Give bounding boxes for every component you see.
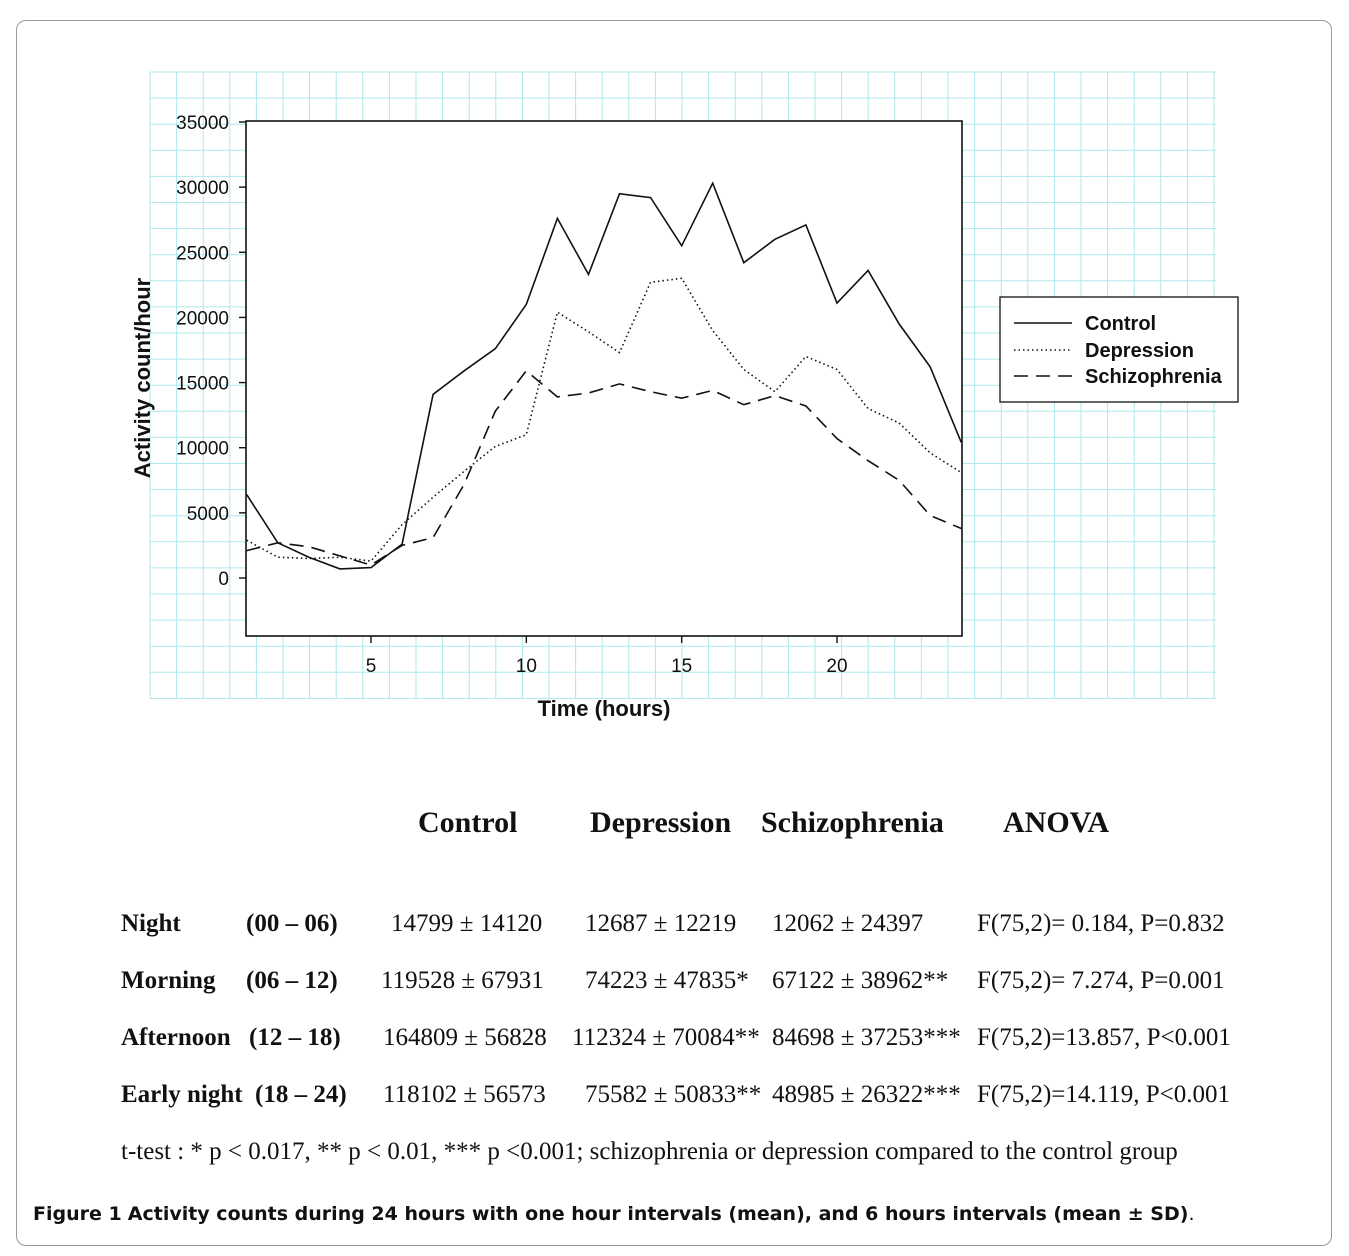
y-tick-label: 10000 <box>176 439 229 460</box>
series-line-control <box>246 181 963 570</box>
series-lines <box>246 181 963 570</box>
y-tick-label: 30000 <box>176 178 229 199</box>
y-tick-label: 15000 <box>176 374 229 395</box>
x-axis-label: Time (hours) <box>538 696 671 721</box>
cell-morning-anova: F(75,2)= 7.274, P=0.001 <box>977 967 1225 994</box>
table-footnote: t-test : * p < 0.017, ** p < 0.01, *** p… <box>121 1138 1178 1165</box>
figure-caption: Figure 1 Activity counts during 24 hours… <box>33 1203 1194 1225</box>
x-tick-label: 20 <box>826 656 847 677</box>
table-header-depression: Depression <box>590 806 732 839</box>
legend: Control Depression Schizophrenia <box>999 296 1239 403</box>
cell-early-night-depression: 75582 ± 50833** <box>585 1081 762 1108</box>
row-range-early-night: (18 – 24) <box>255 1081 347 1108</box>
plot-area <box>245 120 963 637</box>
row-range-night: (00 – 06) <box>246 910 338 937</box>
cell-night-control: 14799 ± 14120 <box>391 910 543 937</box>
cell-afternoon-schizophrenia: 84698 ± 37253*** <box>772 1024 961 1051</box>
y-tick-label: 0 <box>218 569 229 590</box>
legend-label-schizophrenia: Schizophrenia <box>1085 366 1223 388</box>
table-header-anova: ANOVA <box>1003 806 1110 839</box>
series-line-schizophrenia <box>246 369 962 566</box>
row-range-afternoon: (12 – 18) <box>249 1024 341 1051</box>
y-tick-label: 20000 <box>176 308 229 329</box>
cell-early-night-control: 118102 ± 56573 <box>383 1081 546 1108</box>
y-tick-label: 35000 <box>176 113 229 134</box>
table-header-control: Control <box>418 806 518 839</box>
cell-afternoon-anova: F(75,2)=13.857, P<0.001 <box>977 1024 1231 1051</box>
cell-night-schizophrenia: 12062 ± 24397 <box>772 910 924 937</box>
row-label-early-night: Early night <box>121 1081 243 1108</box>
legend-label-depression: Depression <box>1085 340 1194 362</box>
cell-night-anova: F(75,2)= 0.184, P=0.832 <box>977 910 1225 937</box>
caption-label: Figure 1 <box>33 1203 122 1225</box>
cell-early-night-schizophrenia: 48985 ± 26322*** <box>772 1081 961 1108</box>
cell-afternoon-control: 164809 ± 56828 <box>383 1024 547 1051</box>
axis-ticks: 0 5000 10000 15000 20000 25000 30000 35000 5 10 15… <box>176 113 847 677</box>
row-range-morning: (06 – 12) <box>246 967 338 994</box>
x-tick-label: 5 <box>366 656 377 677</box>
legend-label-control: Control <box>1085 313 1156 335</box>
x-tick-label: 10 <box>516 656 537 677</box>
row-label-morning: Morning <box>121 967 216 994</box>
cell-morning-control: 119528 ± 67931 <box>381 967 544 994</box>
cell-early-night-anova: F(75,2)=14.119, P<0.001 <box>977 1081 1230 1108</box>
cell-night-depression: 12687 ± 12219 <box>585 910 737 937</box>
figure-frame <box>16 20 1332 1246</box>
table-header-schizophrenia: Schizophrenia <box>761 806 944 839</box>
cell-morning-schizophrenia: 67122 ± 38962** <box>772 967 949 994</box>
caption-text: Activity counts during 24 hours with one… <box>127 1203 1189 1225</box>
y-tick-label: 5000 <box>187 504 229 525</box>
cell-morning-depression: 74223 ± 47835* <box>585 967 749 994</box>
cell-afternoon-depression: 112324 ± 70084** <box>572 1024 760 1051</box>
caption-end: . <box>1188 1203 1195 1225</box>
activity-line-chart: 0 5000 10000 15000 20000 25000 30000 35000 5 10 15… <box>130 71 1239 721</box>
y-tick-label: 25000 <box>176 243 229 264</box>
y-axis-label: Activity count/hour <box>130 277 155 478</box>
row-label-night: Night <box>121 910 181 937</box>
series-line-depression <box>246 277 962 562</box>
row-label-afternoon: Afternoon <box>121 1024 231 1051</box>
x-tick-label: 15 <box>671 656 692 677</box>
legend-box <box>999 296 1239 403</box>
